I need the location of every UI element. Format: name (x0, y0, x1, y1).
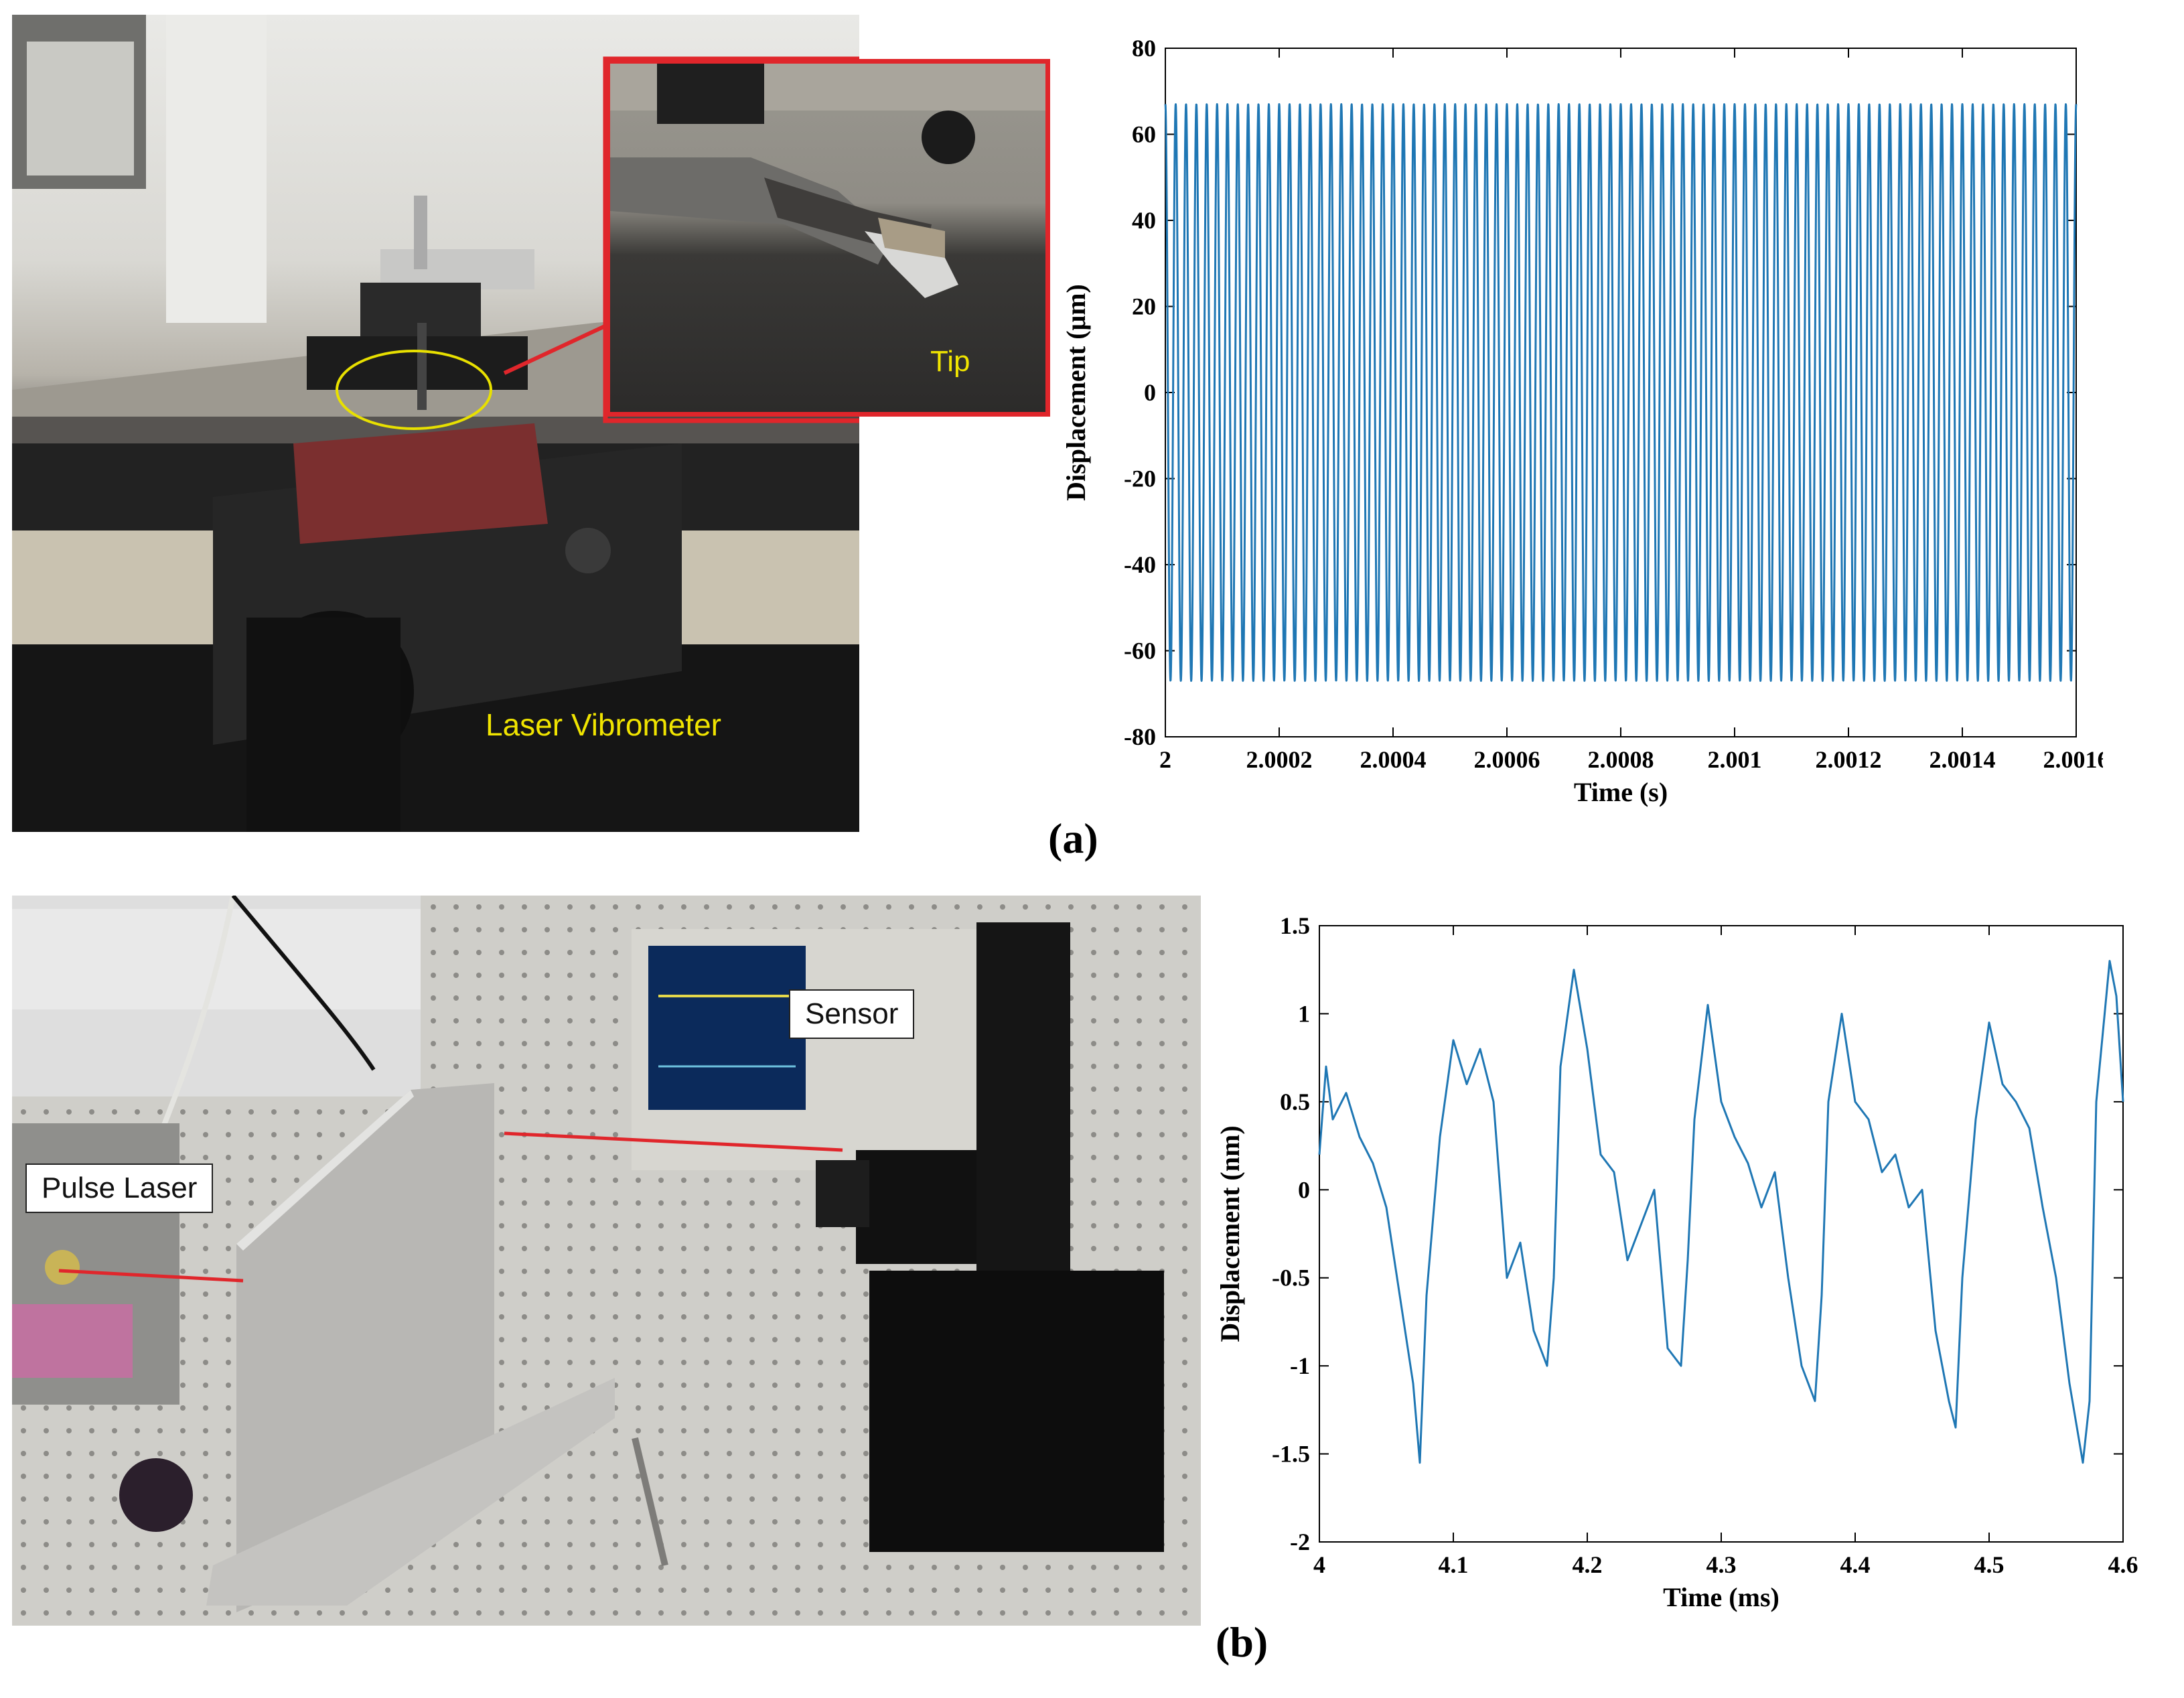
x-tick-label: 4.2 (1573, 1551, 1603, 1578)
zoom-inset-illustration (610, 64, 1045, 298)
y-tick-label: 0.5 (1280, 1088, 1310, 1115)
x-tick-label: 2.0016 (2043, 746, 2104, 773)
zoom-inset-box: Tip (605, 59, 1050, 417)
panel-a-tag: (a) (1048, 815, 1098, 862)
pulse-laser-beam-line (58, 1269, 244, 1283)
y-tick-label: 1.5 (1280, 912, 1310, 939)
x-tick-label: 2.0004 (1360, 746, 1427, 773)
x-axis-label: Time (ms) (1663, 1582, 1779, 1612)
laser-vibrometer-label: Laser Vibrometer (486, 707, 721, 742)
y-tick-label: 0 (1298, 1176, 1310, 1203)
panel-b-tag: (b) (1216, 1618, 1268, 1666)
y-tick-label: 40 (1132, 207, 1156, 234)
y-tick-label: 0 (1144, 379, 1156, 406)
y-tick-label: 60 (1132, 121, 1156, 148)
y-tick-label: -40 (1124, 551, 1156, 578)
sensor-beam-line (504, 1131, 843, 1152)
y-tick-label: -1.5 (1272, 1441, 1310, 1468)
y-tick-label: -80 (1124, 723, 1156, 750)
x-tick-label: 4.1 (1439, 1551, 1469, 1578)
x-tick-label: 4.5 (1974, 1551, 2005, 1578)
y-tick-label: -20 (1124, 466, 1156, 492)
tip-highlight-ellipse (336, 350, 492, 430)
photo-sensor-setup: Sensor Pulse Laser (12, 896, 1201, 1626)
pulse-laser-label: Pulse Laser (25, 1163, 214, 1213)
tip-label: Tip (930, 345, 970, 378)
chart-a-displacement-um: 2 2.0002 2.0004 2.0006 2.0008 2.001 2.0012 2.00… (1061, 35, 2104, 807)
x-tick-label: 2.001 (1708, 746, 1762, 773)
y-tick-label: -2 (1290, 1529, 1310, 1555)
x-tick-label: 2.0008 (1588, 746, 1654, 773)
x-tick-label: 2.0014 (1930, 746, 1996, 773)
photo-b-illustration (12, 896, 1201, 1626)
x-tick-label: 4.4 (1840, 1551, 1871, 1578)
zoom-connector-line (503, 324, 606, 375)
x-tick-label: 2.0012 (1816, 746, 1882, 773)
series-line (1318, 960, 2124, 1464)
chart-b-displacement-nm: 4 4.1 4.2 4.3 4.4 4.5 4.6 -2 -1.5 -1 -0.5 0 0.5 1 1.5 T… (1219, 912, 2138, 1612)
series-line (1164, 103, 2078, 682)
y-tick-label: -1 (1290, 1352, 1310, 1379)
x-tick-label: 2.0006 (1474, 746, 1540, 773)
x-tick-label: 4.6 (2108, 1551, 2138, 1578)
plot-frame (1319, 925, 2124, 1543)
x-tick-label: 4 (1313, 1551, 1325, 1578)
x-tick-label: 4.3 (1706, 1551, 1737, 1578)
sensor-label: Sensor (789, 989, 915, 1039)
y-tick-label: 80 (1132, 35, 1156, 62)
y-tick-label: 20 (1132, 293, 1156, 320)
y-tick-label: -60 (1124, 638, 1156, 664)
x-tick-label: 2 (1159, 746, 1171, 773)
y-axis-label: Displacement (nm) (1219, 1125, 1245, 1342)
y-tick-label: 1 (1298, 1000, 1310, 1027)
y-axis-label: Displacement (μm) (1061, 284, 1091, 501)
x-tick-label: 2.0002 (1246, 746, 1313, 773)
y-tick-label: -0.5 (1272, 1265, 1310, 1291)
x-axis-label: Time (s) (1574, 777, 1668, 807)
